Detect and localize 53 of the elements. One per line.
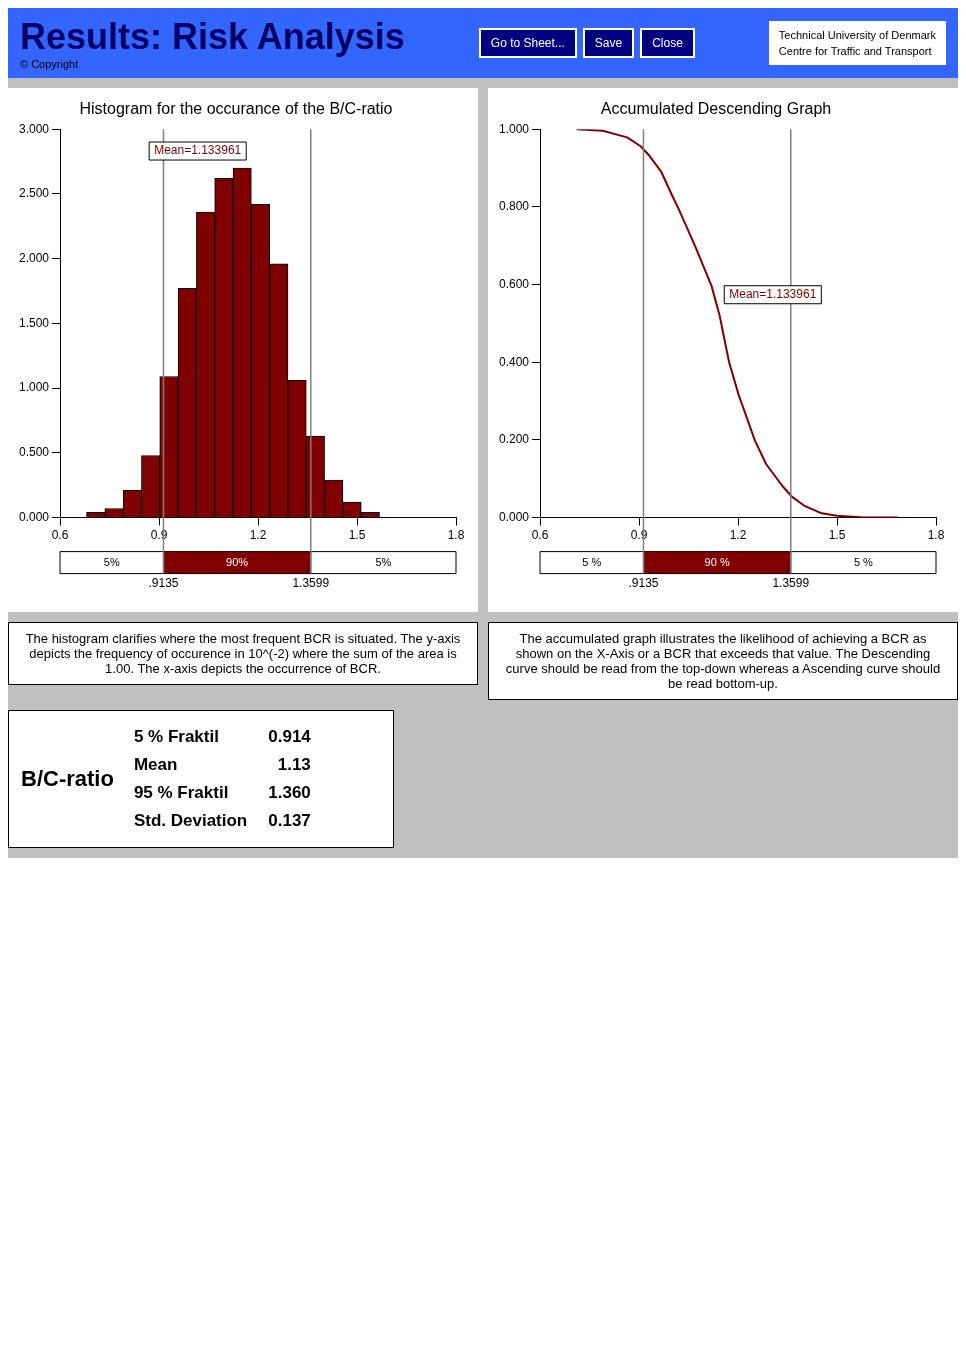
y-tick-label: 0.400 bbox=[499, 354, 530, 369]
text: 90% bbox=[226, 555, 249, 568]
chart-title: Accumulated Descending Graph bbox=[600, 100, 832, 118]
annotation: Mean=1.133961 bbox=[729, 287, 817, 302]
y-tick-label: 0.000 bbox=[19, 509, 50, 524]
text: The accumulated graph illustrates the likelihood of achieving a BCR as shown on the X-Axis or a BCR that exceeds that value. The Descending curve should be read from the top-down whereas a Ascending curve should be read bottom-up. bbox=[488, 622, 958, 700]
text: 90 % bbox=[704, 555, 730, 568]
text: Go to Sheet... bbox=[478, 28, 577, 58]
y-tick-label: 0.500 bbox=[19, 445, 50, 460]
x-tick-label: 1.8 bbox=[447, 528, 465, 543]
y-tick-label: 1.000 bbox=[19, 380, 50, 395]
text: 5% bbox=[375, 555, 392, 568]
y-tick-label: 0.200 bbox=[499, 432, 530, 447]
category-label: Std. Deviation bbox=[133, 810, 249, 832]
text: 5 % bbox=[582, 555, 602, 568]
text: The histogram clarifies where the most frequent BCR is situated. The y-axis depicts the frequency of occurence in 10^(-2) where the sum of the area is 1.00. The x-axis depicts the occurrence of BCR. bbox=[8, 622, 478, 685]
x-tick-label: 1.5 bbox=[828, 528, 846, 543]
x-tick-label: 1.8 bbox=[927, 528, 945, 543]
text: 1.360 bbox=[268, 783, 311, 802]
text: B/C-ratio bbox=[21, 766, 114, 792]
y-tick-label: 0.800 bbox=[499, 199, 530, 214]
category-label: 95 % Fraktil bbox=[133, 782, 230, 804]
y-tick-label: 0.600 bbox=[499, 276, 530, 291]
x-tick-label: 0.6 bbox=[531, 528, 549, 543]
category-label: 5 % Fraktil bbox=[133, 726, 220, 748]
text: 5% bbox=[103, 555, 120, 568]
ref-line-label: 1.3599 bbox=[772, 575, 810, 590]
text: Results: Risk Analysis bbox=[20, 16, 405, 58]
x-tick-label: 1.5 bbox=[348, 528, 366, 543]
text: © Copyright bbox=[20, 58, 80, 70]
y-tick-label: 1.500 bbox=[19, 315, 50, 330]
x-tick-label: 0.6 bbox=[51, 528, 69, 543]
ref-line-label: .9135 bbox=[148, 575, 179, 590]
text: 0.137 bbox=[268, 811, 311, 830]
text: Technical University of Denmark bbox=[778, 28, 936, 43]
text: Centre for Traffic and Transport bbox=[778, 44, 933, 59]
x-tick-label: 1.2 bbox=[249, 528, 267, 543]
y-tick-label: 1.000 bbox=[499, 121, 530, 136]
annotation: Mean=1.133961 bbox=[154, 143, 242, 158]
text: 0.914 bbox=[268, 727, 311, 746]
y-tick-label: 3.000 bbox=[19, 121, 50, 136]
text: 1.13 bbox=[277, 755, 311, 774]
x-tick-label: 1.2 bbox=[729, 528, 747, 543]
text: Save bbox=[582, 28, 635, 58]
y-tick-label: 0.000 bbox=[499, 509, 530, 524]
ref-line-label: .9135 bbox=[628, 575, 659, 590]
chart-title: Histogram for the occurance of the B/C-ratio bbox=[79, 100, 393, 118]
y-tick-label: 2.500 bbox=[19, 186, 50, 201]
category-label: Mean bbox=[133, 754, 179, 776]
ref-line-label: 1.3599 bbox=[292, 575, 330, 590]
text: Close bbox=[640, 28, 695, 58]
y-tick-label: 2.000 bbox=[19, 250, 50, 265]
text: 5 % bbox=[853, 555, 874, 568]
